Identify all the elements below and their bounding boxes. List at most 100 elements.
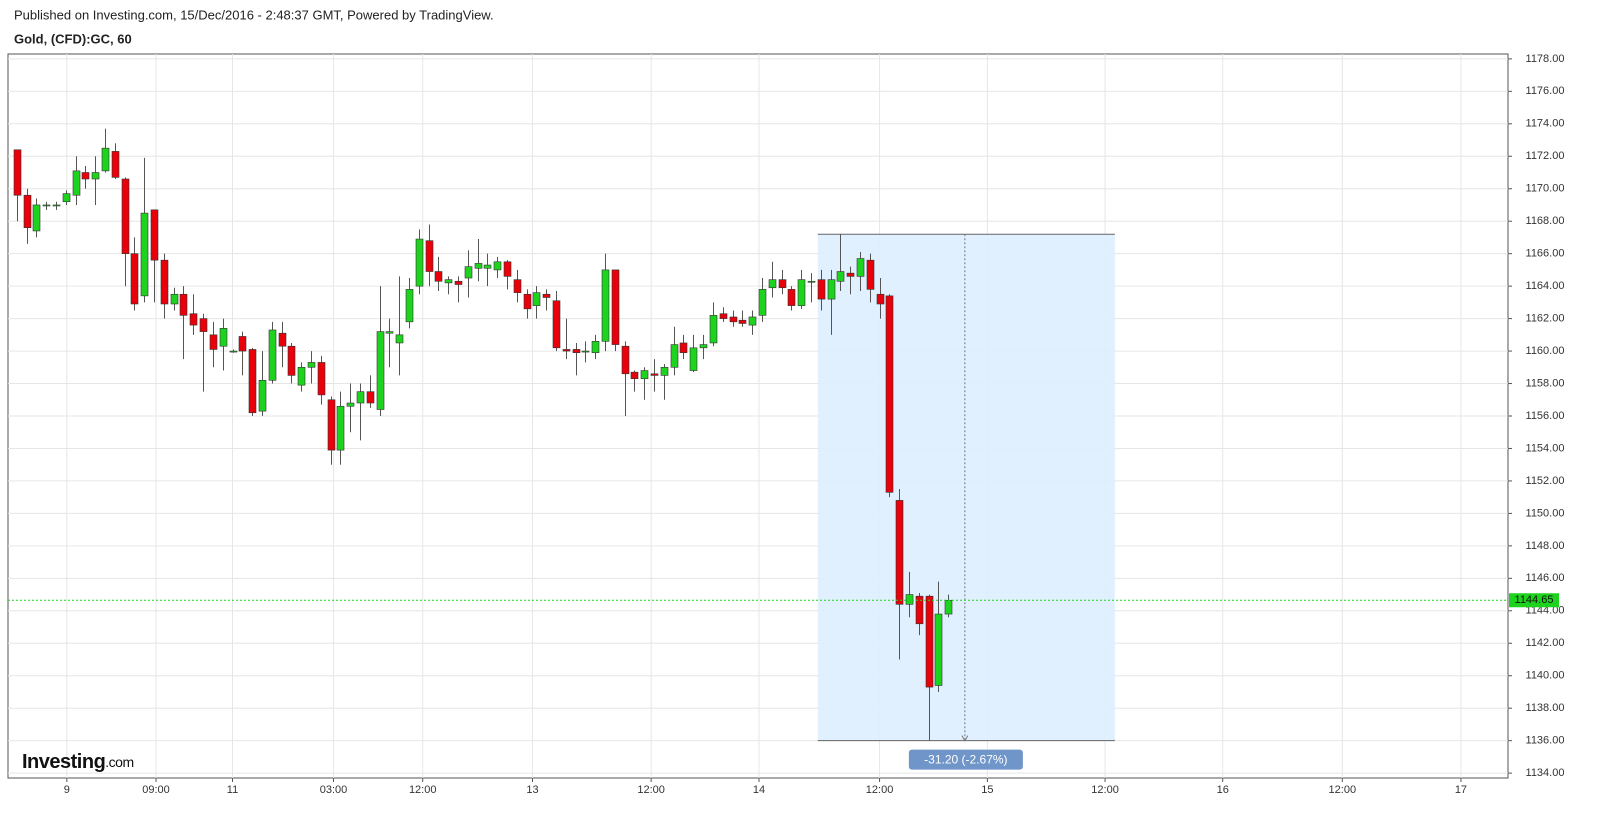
candle-body	[42, 204, 51, 207]
logo-suffix: .com	[105, 754, 133, 770]
measure-overlay: -31.20 (-2.67%)	[817, 233, 1115, 770]
candle-body	[934, 613, 943, 686]
candle-body	[140, 212, 149, 297]
candle-body	[601, 269, 610, 342]
candle-body	[876, 293, 885, 305]
measure-label-bg	[908, 749, 1023, 770]
candle-body	[189, 313, 198, 326]
candle-body	[611, 269, 620, 345]
candle-body	[366, 391, 375, 404]
candle-body	[317, 362, 326, 396]
candle-body	[297, 367, 306, 386]
y-tick-label: 1146.00	[1526, 572, 1565, 584]
candle-body	[493, 261, 502, 271]
y-tick-label: 1154.00	[1526, 442, 1565, 454]
candle-body	[905, 594, 914, 605]
candle-body	[81, 172, 90, 180]
x-tick-label: 03:00	[320, 784, 348, 796]
x-tick-label: 12:00	[409, 784, 437, 796]
y-tick-label: 1136.00	[1526, 735, 1565, 747]
y-tick-label: 1178.00	[1526, 53, 1565, 65]
candle-body	[581, 350, 590, 353]
candle-body	[130, 253, 139, 305]
candle-body	[150, 209, 159, 261]
candle-body	[219, 328, 228, 347]
candle-body	[307, 362, 316, 368]
candle-body	[170, 293, 179, 305]
candle-body	[356, 391, 365, 404]
candle-body	[925, 595, 934, 688]
candle-body	[699, 344, 708, 349]
y-tick-label: 1166.00	[1526, 248, 1565, 260]
logo-main: Investing	[22, 751, 105, 773]
candle-body	[13, 149, 22, 196]
measure-label: -31.20 (-2.67%)	[924, 752, 1007, 766]
candle-body	[444, 279, 453, 284]
candle-body	[376, 331, 385, 410]
candle-body	[464, 266, 473, 279]
y-tick-label: 1152.00	[1526, 475, 1565, 487]
logo: Investing.com	[22, 751, 134, 773]
candle-body	[248, 349, 257, 414]
y-tick-label: 1142.00	[1526, 637, 1565, 649]
candle-body	[268, 329, 277, 381]
candle-body	[768, 279, 777, 289]
candle-body	[278, 332, 287, 347]
y-tick-label: 1140.00	[1526, 670, 1565, 682]
candle-body	[258, 379, 267, 412]
candle-body	[179, 293, 188, 316]
candle-body	[915, 595, 924, 625]
candle-body	[454, 280, 463, 285]
candle-body	[621, 345, 630, 375]
measure-arrowhead	[961, 735, 969, 742]
y-tick-label: 1148.00	[1526, 540, 1565, 552]
x-tick-label: 09:00	[142, 784, 170, 796]
candle-body	[778, 279, 787, 289]
candle-body	[630, 371, 639, 379]
candle-body	[160, 259, 169, 305]
candle-body	[787, 289, 796, 306]
x-tick-label: 12:00	[1329, 784, 1357, 796]
y-tick-label: 1172.00	[1526, 150, 1565, 162]
candle-body	[395, 334, 404, 344]
candle-body	[738, 319, 747, 324]
candle-body	[101, 147, 110, 172]
y-tick-label: 1134.00	[1526, 767, 1565, 779]
x-tick-label: 16	[1217, 784, 1229, 796]
candle-body	[729, 316, 738, 323]
candle-body	[944, 599, 953, 615]
y-tick-label: 1162.00	[1526, 313, 1565, 325]
candle-body	[679, 342, 688, 353]
y-tick-label: 1144.00	[1526, 605, 1565, 617]
y-tick-label: 1174.00	[1526, 118, 1565, 130]
y-tick-label: 1160.00	[1526, 345, 1565, 357]
candle-body	[346, 402, 355, 407]
candle-body	[562, 349, 571, 352]
candle-body	[650, 373, 659, 376]
published-note: Published on Investing.com, 15/Dec/2016 …	[14, 7, 494, 22]
candle-body	[287, 345, 296, 376]
candle-body	[846, 272, 855, 277]
candle-body	[121, 178, 130, 254]
x-tick-label: 9	[64, 784, 70, 796]
candle-body	[111, 151, 120, 178]
candle-body	[689, 347, 698, 371]
candle-body	[474, 263, 483, 269]
candles	[8, 128, 1508, 741]
candle-body	[591, 341, 600, 353]
candle-body	[532, 292, 541, 306]
candle-body	[23, 194, 32, 228]
y-tick-label: 1138.00	[1526, 702, 1565, 714]
candle-body	[719, 313, 728, 319]
x-tick-label: 17	[1455, 784, 1467, 796]
candle-body	[572, 349, 581, 353]
x-tick-label: 12:00	[637, 784, 665, 796]
y-tick-label: 1158.00	[1526, 377, 1565, 389]
y-tick-label: 1176.00	[1526, 85, 1565, 97]
candle-body	[32, 204, 41, 232]
candle-body	[797, 279, 806, 306]
chart-title: Gold, (CFD):GC, 60	[14, 31, 132, 46]
candle-body	[817, 279, 826, 300]
candle-body	[336, 405, 345, 451]
candle-body	[238, 336, 247, 352]
